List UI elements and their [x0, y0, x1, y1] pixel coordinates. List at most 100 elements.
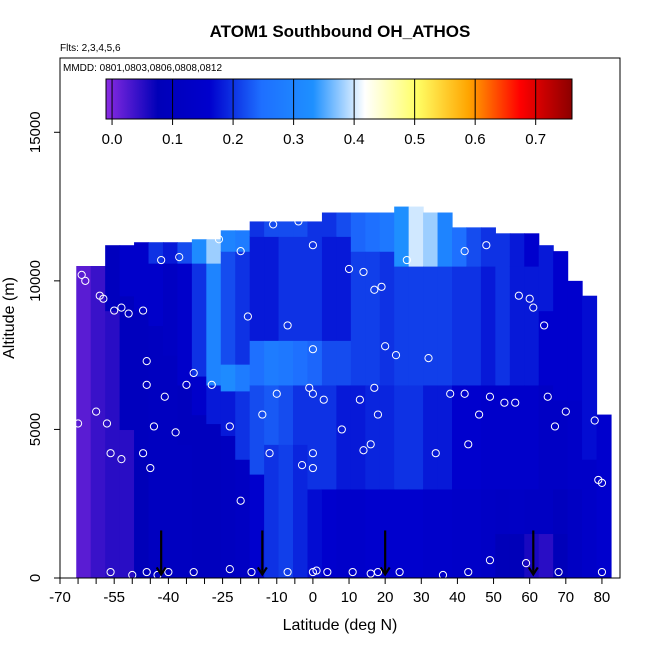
- sample-point: [297, 460, 307, 470]
- sample-point: [381, 342, 390, 351]
- field-cell: [480, 227, 496, 267]
- field-cell: [278, 384, 294, 445]
- sample-point: [568, 238, 578, 247]
- field-cell: [480, 488, 496, 578]
- sample-point: [283, 567, 292, 577]
- field-cell: [509, 384, 525, 490]
- flights-annotation: Flts: 2,3,4,5,6: [60, 43, 121, 54]
- sample-point: [554, 567, 563, 577]
- sample-point: [359, 446, 368, 455]
- field-cell: [423, 384, 439, 490]
- field-cell: [466, 227, 482, 267]
- field-cell: [553, 399, 569, 490]
- sample-point: [312, 566, 321, 575]
- field-cell: [206, 384, 222, 425]
- field-cell: [394, 266, 410, 386]
- field-cell: [220, 230, 236, 252]
- y-axis: 0 5000 10000 15000: [27, 111, 60, 582]
- sample-point: [247, 567, 256, 577]
- field-cell: [264, 384, 280, 445]
- sample-point: [164, 567, 173, 577]
- field-cell: [466, 488, 482, 578]
- field-cell: [452, 266, 468, 386]
- colorbar-tick-label: 0.4: [344, 131, 365, 148]
- sample-point: [272, 389, 281, 398]
- sample-point: [142, 229, 151, 238]
- arrow-marker: [379, 530, 391, 577]
- field-cell: [596, 414, 612, 578]
- x-tick-label: 50: [485, 589, 502, 606]
- colorbar-tick-label: 0.3: [283, 131, 304, 148]
- sample-point: [587, 279, 596, 288]
- field-cell: [235, 230, 251, 252]
- field-cell: [177, 444, 193, 578]
- sample-point: [171, 428, 180, 437]
- sample-point: [102, 419, 112, 428]
- field-cell: [480, 384, 496, 490]
- sample-point: [269, 220, 278, 229]
- field-cell: [350, 384, 366, 490]
- sample-point: [475, 410, 484, 419]
- field-cell: [90, 266, 106, 578]
- sample-point: [106, 449, 115, 458]
- sample-point: [543, 392, 552, 401]
- field-cell: [408, 488, 424, 578]
- sample-point: [590, 416, 599, 425]
- field-cell: [336, 488, 352, 578]
- field-cell: [437, 488, 453, 578]
- field-cell: [191, 375, 207, 416]
- sample-point: [337, 425, 346, 434]
- field-cell: [220, 364, 236, 392]
- sample-point: [597, 567, 607, 577]
- y-tick-label: 10000: [27, 260, 44, 302]
- field-cell: [321, 340, 337, 386]
- sample-point: [485, 392, 495, 401]
- field-cell: [379, 251, 395, 386]
- field-cell: [293, 340, 309, 386]
- sample-point: [561, 407, 570, 416]
- field-cell: [423, 212, 439, 267]
- sample-point: [323, 567, 332, 577]
- field-cell: [408, 266, 424, 386]
- sample-point: [446, 389, 455, 398]
- field-cell: [191, 239, 207, 264]
- sample-point: [175, 252, 184, 262]
- field-cell: [379, 384, 395, 490]
- field-cell: [408, 384, 424, 490]
- field-cell: [350, 488, 366, 578]
- field-cell: [336, 236, 352, 341]
- sample-point: [485, 556, 495, 565]
- sample-point: [258, 410, 267, 419]
- sample-point: [597, 478, 607, 488]
- field-cell: [524, 384, 540, 490]
- field-cell: [134, 310, 150, 460]
- field-cell: [148, 325, 164, 578]
- field-cell: [249, 340, 265, 386]
- sample-point: [139, 306, 148, 315]
- x-tick-label: 0: [309, 589, 317, 606]
- field-cell: [538, 533, 554, 578]
- field-cell: [336, 212, 352, 237]
- field-cell: [76, 266, 92, 578]
- field-cell: [538, 488, 554, 535]
- field-cell: [191, 263, 207, 377]
- sample-point: [92, 407, 101, 416]
- sample-point: [182, 380, 191, 389]
- sample-point: [377, 282, 386, 291]
- field-cell: [321, 488, 337, 578]
- field-cell: [350, 212, 366, 252]
- sample-points: [73, 217, 607, 578]
- sample-point: [214, 235, 224, 244]
- field-cell: [105, 245, 121, 312]
- sample-point: [146, 463, 155, 473]
- sample-point: [525, 294, 534, 303]
- sample-point: [424, 354, 433, 363]
- flight-arrows: [155, 530, 539, 577]
- field-cell: [249, 236, 265, 341]
- x-tick-label: 30: [413, 589, 430, 606]
- field-cell: [509, 533, 525, 578]
- field-cell: [538, 310, 554, 386]
- sample-point: [319, 395, 328, 404]
- field-cell: [423, 266, 439, 386]
